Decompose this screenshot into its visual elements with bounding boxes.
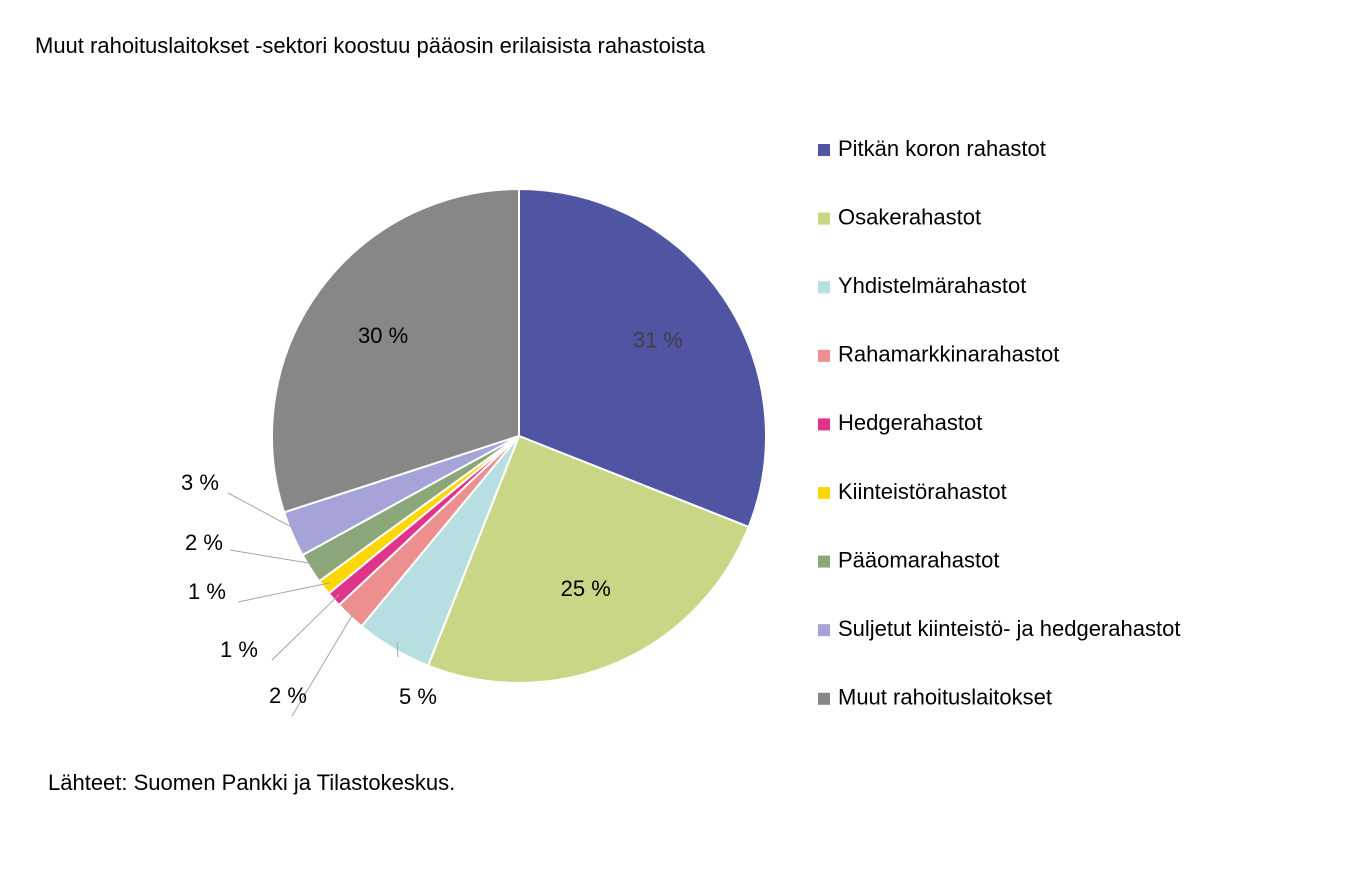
legend-label: Kiinteistörahastot [838, 479, 1007, 504]
legend-swatch [818, 349, 830, 362]
leader-line [291, 610, 356, 717]
data-label: 3 % [181, 470, 219, 495]
legend-swatch [818, 418, 830, 431]
leader-line [227, 492, 300, 532]
chart-title: Muut rahoituslaitokset -sektori koostuu … [35, 33, 706, 58]
legend-swatch [818, 144, 830, 156]
legend-label: Osakerahastot [838, 204, 981, 229]
leader-line [271, 594, 340, 661]
legend-label: Muut rahoituslaitokset [838, 685, 1052, 710]
legend-swatch [818, 281, 830, 294]
legend-label: Suljetut kiinteistö- ja hedgerahastot [838, 616, 1180, 641]
legend-swatch [818, 487, 830, 499]
legend-swatch [818, 692, 830, 705]
leader-line [237, 582, 330, 603]
pie-slice [271, 187, 520, 514]
legend-label: Pitkän koron rahastot [838, 136, 1046, 161]
data-label: 2 % [269, 683, 307, 708]
data-label: 1 % [188, 579, 226, 604]
legend-swatch [818, 212, 830, 225]
data-label: 25 % [561, 576, 611, 601]
pie-slice [426, 434, 750, 684]
legend-label: Hedgerahastot [838, 410, 982, 435]
leader-line [229, 549, 317, 565]
pie-slice [518, 187, 767, 529]
legend-label: Rahamarkkinarahastot [838, 342, 1059, 367]
source-note: Lähteet: Suomen Pankki ja Tilastokeskus. [48, 770, 455, 795]
data-label: 2 % [185, 530, 223, 555]
legend-label: Yhdistelmärahastot [838, 273, 1026, 298]
legend-swatch [818, 555, 830, 568]
data-label: 1 % [220, 637, 258, 662]
legend-swatch [818, 624, 830, 637]
data-label: 30 % [358, 323, 408, 348]
data-label: 5 % [399, 684, 437, 709]
data-label: 31 % [633, 327, 683, 352]
legend-label: Pääomarahastot [838, 547, 999, 572]
leader-line [396, 642, 399, 658]
